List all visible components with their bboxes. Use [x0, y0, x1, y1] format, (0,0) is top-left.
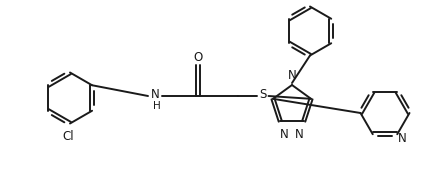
- Text: S: S: [259, 89, 267, 102]
- Text: N: N: [295, 128, 304, 141]
- Text: N: N: [280, 128, 289, 141]
- Text: N: N: [151, 89, 159, 102]
- Text: N: N: [288, 69, 297, 82]
- Text: N: N: [398, 132, 407, 145]
- Text: H: H: [153, 101, 161, 111]
- Text: Cl: Cl: [62, 130, 74, 144]
- Text: O: O: [194, 52, 203, 64]
